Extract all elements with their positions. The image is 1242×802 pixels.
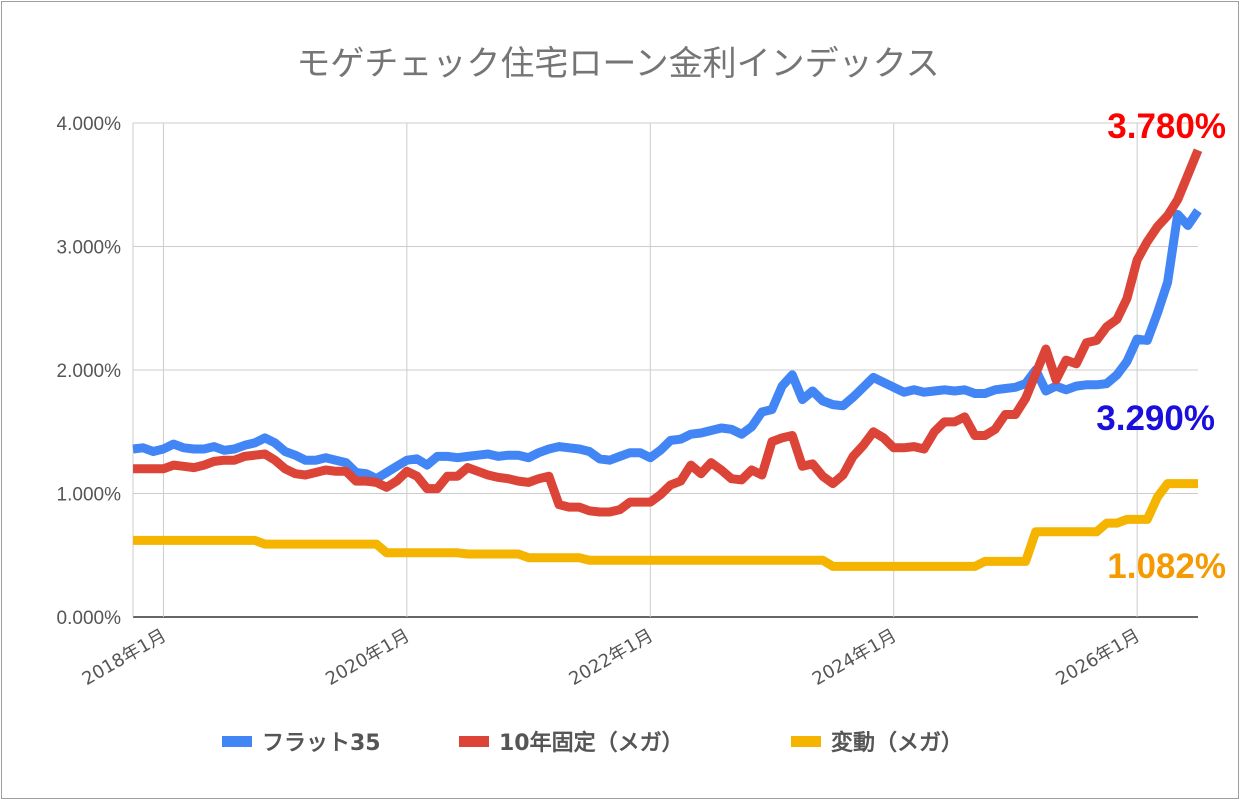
y-axis: 0.000% 1.000% 2.000% 3.000% 4.000% — [57, 114, 122, 629]
series-line — [133, 479, 1198, 571]
x-tick-label: 2018年1月 — [79, 625, 170, 690]
legend-label: フラット35 — [262, 731, 381, 756]
series-lines — [132, 148, 1203, 571]
y-tick-label: 0.000% — [57, 608, 122, 629]
y-tick-label: 1.000% — [57, 485, 122, 506]
y-tick-label: 4.000% — [57, 114, 122, 135]
y-tick-label: 3.000% — [57, 238, 122, 259]
grid-lines — [132, 122, 1198, 618]
legend-swatch — [791, 736, 821, 747]
x-axis: 2018年1月 2020年1月 2022年1月 2024年1月 2026年1月 — [79, 625, 1144, 690]
x-tick-label: 2020年1月 — [322, 625, 413, 690]
legend: フラット35 10年固定（メガ） 変動（メガ） — [222, 730, 963, 756]
series-line — [133, 148, 1203, 517]
legend-label: 変動（メガ） — [831, 730, 963, 756]
legend-swatch — [222, 736, 252, 747]
x-tick-label: 2024年1月 — [809, 625, 900, 690]
series-line — [132, 208, 1202, 484]
legend-label: 10年固定（メガ） — [499, 730, 684, 756]
chart-title: モゲチェック住宅ローン金利インデックス — [296, 44, 939, 84]
series-end-label: 3.780% — [1107, 107, 1226, 146]
end-labels: 3.290% 3.780% 1.082% — [1096, 107, 1226, 586]
series-end-label: 1.082% — [1107, 547, 1226, 586]
legend-swatch — [459, 736, 489, 747]
series-end-label: 3.290% — [1096, 399, 1215, 438]
x-tick-label: 2022年1月 — [566, 625, 657, 690]
y-tick-label: 2.000% — [57, 361, 122, 382]
x-tick-label: 2026年1月 — [1052, 625, 1143, 690]
